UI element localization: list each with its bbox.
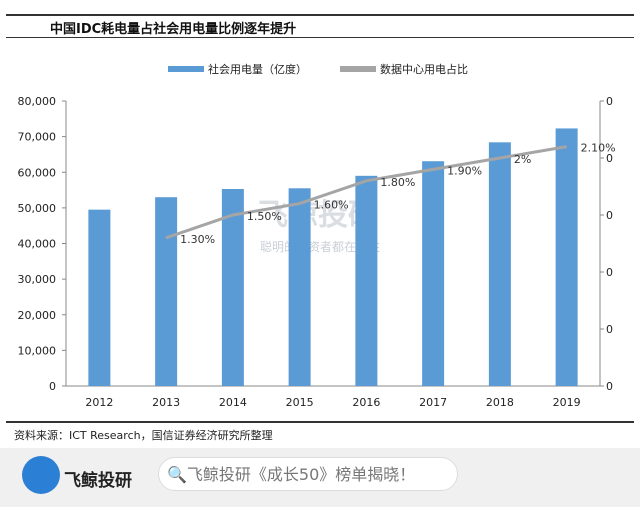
y-tick-label: 0	[49, 380, 56, 393]
y2-tick-label: 0	[606, 95, 613, 108]
data-label: 1.30%	[180, 233, 215, 246]
bar-2018	[488, 142, 511, 386]
whale-logo-icon	[22, 456, 60, 494]
footer-bar: 飞鲸投研 🔍飞鲸投研《成长50》榜单揭晓！	[0, 448, 640, 507]
x-tick-label: 2016	[352, 396, 380, 409]
y-tick-label: 70,000	[18, 131, 57, 144]
data-label: 1.80%	[380, 176, 415, 189]
y2-tick-label: 0	[606, 380, 613, 393]
chart: 0 10,000 20,000 30,000 40,000 50,000 60,000 70,…	[18, 62, 616, 409]
y-tick-label: 30,000	[18, 273, 57, 286]
x-tick-label: 2019	[553, 396, 581, 409]
y-tick-label: 20,000	[18, 309, 57, 322]
data-label: 1.50%	[247, 210, 282, 223]
y2-tick-label: 0	[606, 209, 613, 222]
bar-2017	[422, 161, 445, 386]
search-icon: 🔍	[167, 465, 187, 484]
data-label: 1.60%	[314, 199, 349, 212]
source-note: 资料来源：ICT Research，国信证券经济研究所整理	[14, 429, 273, 442]
x-tick-label: 2015	[286, 396, 314, 409]
bar-2019	[555, 128, 578, 386]
top-rule	[6, 14, 634, 16]
source-rule	[6, 421, 634, 423]
y-tick-label: 60,000	[18, 166, 57, 179]
legend-line-swatch	[340, 66, 376, 72]
data-label: 1.90%	[447, 164, 482, 177]
x-tick-label: 2017	[419, 396, 447, 409]
footer-brand: 飞鲸投研	[64, 471, 132, 491]
y2-tick-label: 0	[606, 266, 613, 279]
search-box[interactable]: 🔍飞鲸投研《成长50》榜单揭晓！	[158, 457, 458, 491]
data-label: 2%	[514, 153, 531, 166]
bar-2014	[221, 188, 244, 386]
title-rule	[6, 37, 634, 38]
line-series	[165, 145, 567, 240]
legend-line-label: 数据中心用电占比	[380, 62, 468, 76]
y2-tick-label: 0	[606, 323, 613, 336]
bar-2016	[355, 175, 378, 386]
y2-tick-label: 0	[606, 152, 613, 165]
x-tick-label: 2013	[152, 396, 180, 409]
x-tick-label: 2014	[219, 396, 247, 409]
legend-bar-swatch	[168, 66, 204, 72]
y-tick-label: 10,000	[18, 344, 57, 357]
data-label: 2.10%	[581, 142, 616, 155]
bar-2013	[155, 197, 178, 386]
chart-title: 中国IDC耗电量占社会用电量比例逐年提升	[50, 22, 297, 37]
bar-2015	[288, 188, 311, 386]
x-tick-label: 2012	[85, 396, 113, 409]
bar-2012	[88, 209, 111, 386]
legend-bar-label: 社会用电量（亿度）	[208, 62, 307, 76]
x-tick-label: 2018	[486, 396, 514, 409]
y-tick-label: 40,000	[18, 238, 57, 251]
y-tick-label: 80,000	[18, 95, 57, 108]
search-text: 飞鲸投研《成长50》榜单揭晓！	[186, 465, 416, 484]
y-tick-label: 50,000	[18, 202, 57, 215]
